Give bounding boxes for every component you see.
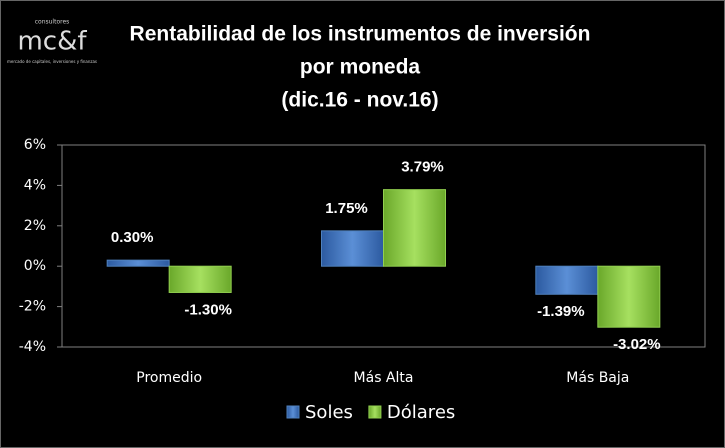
x-tick-label: Más Alta bbox=[354, 370, 414, 386]
y-tick-label: -4% bbox=[19, 339, 46, 355]
chart-title: (dic.16 - nov.16) bbox=[281, 89, 438, 112]
bar bbox=[597, 265, 661, 328]
value-label: -3.02% bbox=[613, 336, 661, 353]
value-label: 3.79% bbox=[401, 159, 444, 176]
chart-title: por moneda bbox=[300, 56, 420, 79]
bar bbox=[106, 259, 170, 267]
y-tick-label: -2% bbox=[19, 299, 46, 315]
logo-name: mc&f bbox=[17, 27, 87, 57]
value-label: 1.75% bbox=[325, 200, 368, 217]
legend-swatch bbox=[368, 405, 382, 419]
chart-title: Rentabilidad de los instrumentos de inve… bbox=[130, 23, 591, 46]
value-label: -1.39% bbox=[537, 303, 585, 320]
legend-label: Soles bbox=[305, 402, 353, 423]
bar bbox=[535, 265, 599, 295]
bar bbox=[321, 230, 384, 267]
y-tick-label: 0% bbox=[24, 258, 46, 274]
y-tick-label: 6% bbox=[24, 137, 46, 153]
x-tick-label: Promedio bbox=[136, 370, 202, 386]
bar bbox=[383, 189, 446, 267]
bar bbox=[168, 265, 232, 293]
value-label: 0.30% bbox=[111, 229, 154, 246]
logo: consultores mc&f mercado de capitales, i… bbox=[7, 19, 97, 65]
legend-swatch bbox=[286, 405, 300, 419]
logo-tagline: mercado de capitales, inversiones y fina… bbox=[7, 59, 97, 64]
legend-label: Dólares bbox=[387, 402, 455, 423]
logo-caption: consultores bbox=[35, 19, 70, 26]
y-tick-label: 2% bbox=[24, 218, 46, 234]
value-label: -1.30% bbox=[184, 301, 232, 318]
x-tick-label: Más Baja bbox=[566, 370, 629, 386]
y-tick-label: 4% bbox=[24, 177, 46, 193]
plot-frame bbox=[61, 144, 706, 348]
